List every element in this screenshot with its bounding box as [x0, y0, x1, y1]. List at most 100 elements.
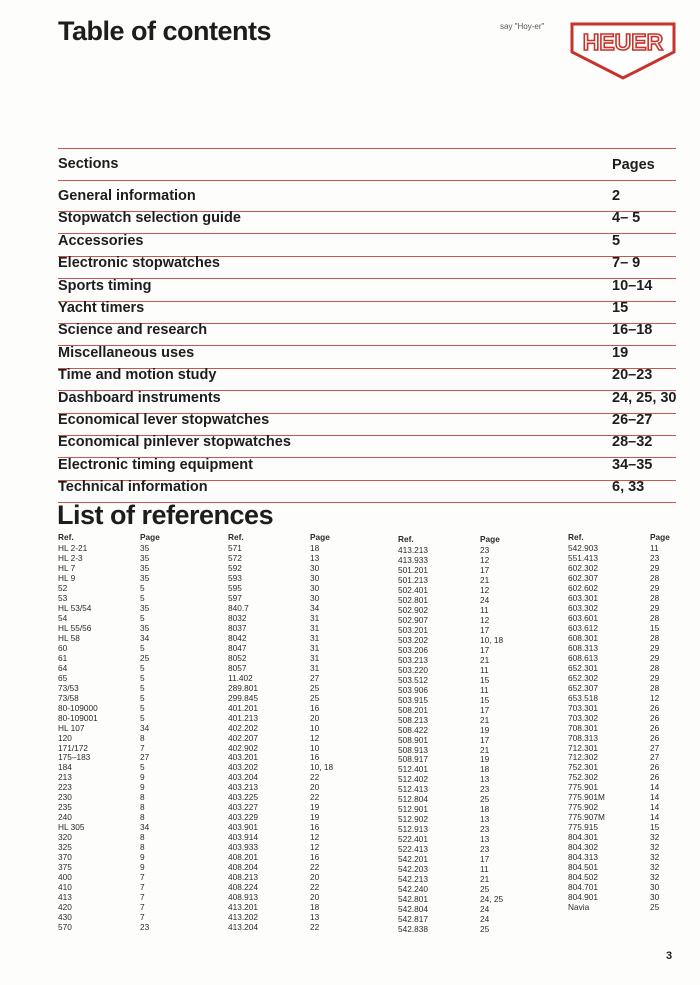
ref-page: 13 [480, 834, 490, 845]
ref: 804.701 [568, 882, 598, 893]
ref-page: 20 [310, 872, 320, 883]
ref-page: 30 [310, 592, 320, 603]
ref-page: 31 [310, 642, 320, 653]
ref-page: 17 [480, 854, 490, 865]
ref: 503.206 [398, 644, 428, 655]
ref: 501.201 [398, 564, 428, 575]
ref-page: 9 [140, 772, 145, 783]
rule [58, 278, 676, 280]
ref-page: 23 [480, 784, 490, 795]
ref-page: 28 [650, 592, 660, 603]
ref: HL 2-21 [58, 542, 88, 553]
ref: 413 [58, 892, 72, 903]
ref-page: 30 [650, 882, 660, 893]
ref: 703.302 [568, 712, 598, 723]
rule [58, 233, 676, 235]
ref: 603.612 [568, 622, 598, 633]
ref-page: 9 [140, 852, 145, 863]
ref-page: 25 [650, 902, 660, 913]
ref: 502.801 [398, 594, 428, 605]
ref: 570 [58, 922, 72, 933]
rule [58, 435, 676, 436]
ref: 503.201 [398, 624, 428, 635]
ref: 512.401 [398, 764, 428, 775]
ref-page: 35 [140, 542, 150, 553]
ref: 403.201 [228, 752, 258, 763]
ref-page: 29 [650, 652, 660, 663]
ref: 708.313 [568, 732, 598, 743]
section-pages: 20–23 [612, 367, 653, 384]
ref: 175–183 [58, 752, 91, 763]
ref-page: 31 [310, 622, 320, 633]
ref: 430 [58, 912, 72, 923]
ref-page: 32 [650, 842, 660, 853]
ref: HL 107 [58, 722, 85, 733]
ref-page: 11 [480, 684, 489, 695]
ref: 375 [58, 862, 72, 873]
ref-page: 11 [650, 542, 659, 553]
rule [58, 323, 676, 324]
ref: 512.913 [398, 824, 428, 835]
ref-page: 28 [650, 612, 660, 623]
section-name: Electronic timing equipment [58, 456, 253, 473]
ref-page: 7 [140, 742, 145, 753]
rule [58, 457, 676, 459]
ref: 652.301 [568, 662, 598, 673]
ref-page: 29 [650, 582, 660, 593]
ref: 508.201 [398, 704, 428, 715]
ref: 410 [58, 882, 72, 893]
ref-page: 35 [140, 602, 150, 613]
ref-page: 32 [650, 862, 660, 873]
ref: 512.402 [398, 774, 428, 785]
ref-page: 10 [310, 722, 320, 733]
ref-page: 34 [140, 632, 150, 643]
ref-page: 7 [140, 872, 145, 883]
ref: HL 55/56 [58, 622, 92, 633]
ref-page: 24 [480, 904, 490, 915]
ref-page: 7 [140, 882, 145, 893]
ref: 402.207 [228, 732, 258, 743]
ref-page: 23 [650, 552, 660, 563]
ref: 571 [228, 542, 242, 553]
ref: 230 [58, 792, 72, 803]
ref: 289.801 [228, 682, 258, 693]
ref: 65 [58, 672, 68, 683]
ref: 73/53 [58, 682, 79, 693]
ref-page: 29 [650, 602, 660, 613]
ref: 775.907M [568, 812, 605, 823]
ref: 61 [58, 652, 68, 663]
ref: 413.202 [228, 912, 258, 923]
ref-page: 12 [310, 732, 320, 743]
rule [58, 148, 676, 149]
ref-page: 15 [650, 622, 660, 633]
ref-page: 24 [480, 914, 490, 925]
ref-heading: Ref. [58, 532, 74, 542]
ref-page: 11 [480, 604, 489, 615]
ref: 522.413 [398, 844, 428, 855]
ref: 712.301 [568, 742, 598, 753]
section-name: Accessories [58, 232, 144, 249]
page-heading: Page [310, 532, 330, 542]
ref-page: 18 [480, 764, 490, 775]
ref-page: 13 [310, 912, 320, 923]
ref: 325 [58, 842, 72, 853]
ref-page: 23 [480, 844, 490, 855]
ref-page: 10 [310, 742, 320, 753]
section-pages: 7– 9 [612, 255, 641, 272]
ref: 512.902 [398, 814, 428, 825]
ref: 299.845 [228, 692, 258, 703]
section-pages: 24, 25, 30 [612, 389, 677, 406]
ref: 542.201 [398, 854, 428, 865]
ref: 120 [58, 732, 72, 743]
ref: 508.917 [398, 754, 428, 765]
ref: 8032 [228, 612, 247, 623]
ref: 403.901 [228, 822, 258, 833]
ref: 64 [58, 662, 68, 673]
ref: 403.213 [228, 782, 258, 793]
ref-page: 13 [480, 774, 490, 785]
ref-page: 25 [480, 794, 490, 805]
section-name: Stopwatch selection guide [58, 210, 241, 227]
ref-page: 10, 18 [480, 634, 504, 645]
ref: 80-109000 [58, 702, 98, 713]
